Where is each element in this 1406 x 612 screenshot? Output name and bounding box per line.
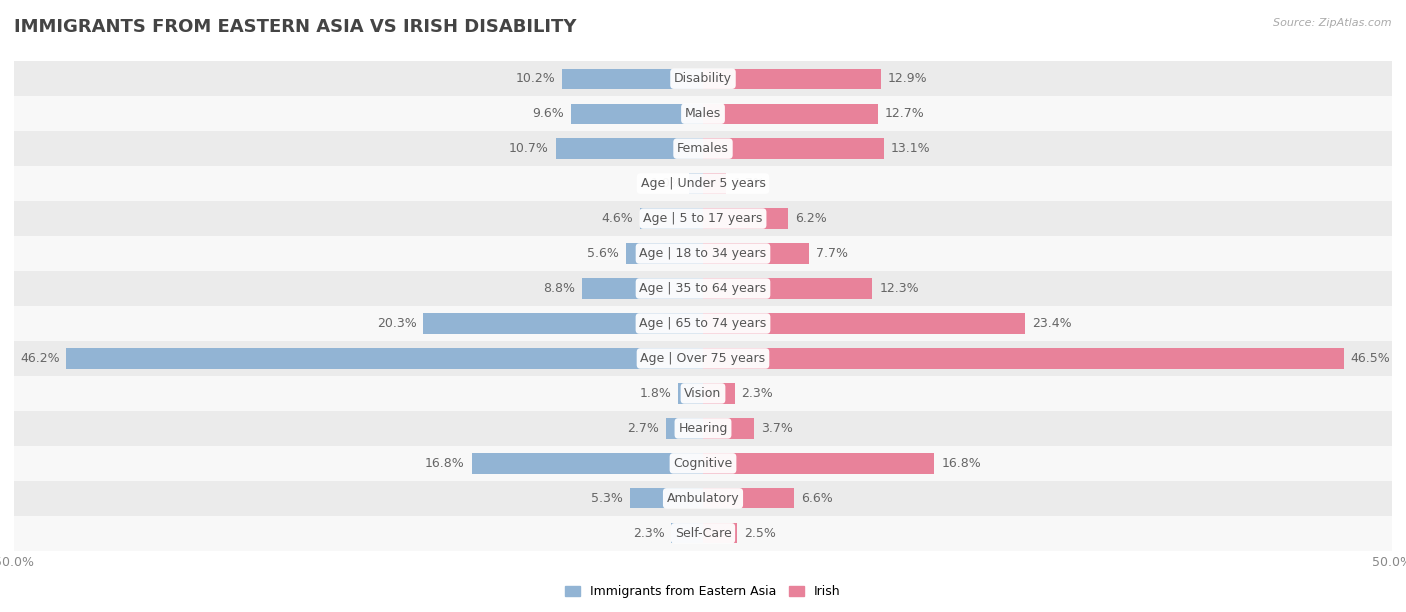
Text: Cognitive: Cognitive [673, 457, 733, 470]
Text: 16.8%: 16.8% [942, 457, 981, 470]
Text: 13.1%: 13.1% [890, 142, 929, 155]
Bar [14, 376, 1392, 411]
Text: 3.7%: 3.7% [761, 422, 793, 435]
Text: 5.6%: 5.6% [588, 247, 619, 260]
Text: Disability: Disability [673, 72, 733, 85]
Bar [678, 383, 703, 403]
Bar [703, 488, 794, 509]
Bar [703, 418, 754, 439]
Bar [703, 278, 873, 299]
Text: 46.5%: 46.5% [1351, 352, 1391, 365]
Text: 46.2%: 46.2% [20, 352, 59, 365]
Text: 2.5%: 2.5% [744, 527, 776, 540]
Text: Ambulatory: Ambulatory [666, 492, 740, 505]
Bar [703, 69, 880, 89]
Text: IMMIGRANTS FROM EASTERN ASIA VS IRISH DISABILITY: IMMIGRANTS FROM EASTERN ASIA VS IRISH DI… [14, 18, 576, 36]
Text: 10.2%: 10.2% [516, 72, 555, 85]
Text: 16.8%: 16.8% [425, 457, 464, 470]
Bar [14, 306, 1392, 341]
Bar [14, 96, 1392, 131]
Legend: Immigrants from Eastern Asia, Irish: Immigrants from Eastern Asia, Irish [560, 580, 846, 603]
Text: 1.0%: 1.0% [651, 177, 682, 190]
Text: 2.3%: 2.3% [741, 387, 773, 400]
Bar [703, 209, 789, 229]
Bar [14, 446, 1392, 481]
Text: Age | 65 to 74 years: Age | 65 to 74 years [640, 317, 766, 330]
Bar [703, 103, 877, 124]
Bar [630, 488, 703, 509]
Text: Females: Females [678, 142, 728, 155]
Bar [14, 411, 1392, 446]
Bar [14, 131, 1392, 166]
Bar [689, 173, 703, 194]
Text: 12.7%: 12.7% [884, 107, 925, 120]
Text: Age | 5 to 17 years: Age | 5 to 17 years [644, 212, 762, 225]
Text: 12.9%: 12.9% [887, 72, 928, 85]
Text: 6.2%: 6.2% [796, 212, 827, 225]
Text: Source: ZipAtlas.com: Source: ZipAtlas.com [1274, 18, 1392, 28]
Bar [671, 523, 703, 543]
Bar [14, 481, 1392, 516]
Bar [571, 103, 703, 124]
Text: 4.6%: 4.6% [600, 212, 633, 225]
Text: 8.8%: 8.8% [543, 282, 575, 295]
Text: Self-Care: Self-Care [675, 527, 731, 540]
Text: 9.6%: 9.6% [531, 107, 564, 120]
Text: Hearing: Hearing [678, 422, 728, 435]
Text: 2.7%: 2.7% [627, 422, 659, 435]
Bar [666, 418, 703, 439]
Bar [703, 244, 808, 264]
Text: 1.7%: 1.7% [734, 177, 765, 190]
Bar [626, 244, 703, 264]
Text: Age | Over 75 years: Age | Over 75 years [641, 352, 765, 365]
Bar [703, 453, 935, 474]
Bar [703, 313, 1025, 334]
Bar [703, 383, 735, 403]
Text: Vision: Vision [685, 387, 721, 400]
Bar [14, 61, 1392, 96]
Text: 5.3%: 5.3% [591, 492, 623, 505]
Bar [66, 348, 703, 368]
Text: Age | 18 to 34 years: Age | 18 to 34 years [640, 247, 766, 260]
Bar [703, 523, 738, 543]
Bar [582, 278, 703, 299]
Text: 23.4%: 23.4% [1032, 317, 1071, 330]
Bar [423, 313, 703, 334]
Bar [703, 138, 883, 159]
Text: 7.7%: 7.7% [815, 247, 848, 260]
Bar [555, 138, 703, 159]
Bar [14, 236, 1392, 271]
Bar [14, 201, 1392, 236]
Text: 1.8%: 1.8% [640, 387, 671, 400]
Bar [471, 453, 703, 474]
Text: 20.3%: 20.3% [377, 317, 416, 330]
Bar [703, 173, 727, 194]
Text: Males: Males [685, 107, 721, 120]
Bar [562, 69, 703, 89]
Bar [640, 209, 703, 229]
Text: Age | 35 to 64 years: Age | 35 to 64 years [640, 282, 766, 295]
Bar [14, 166, 1392, 201]
Bar [703, 348, 1344, 368]
Bar [14, 271, 1392, 306]
Text: 10.7%: 10.7% [509, 142, 548, 155]
Text: 2.3%: 2.3% [633, 527, 665, 540]
Text: 6.6%: 6.6% [801, 492, 832, 505]
Bar [14, 516, 1392, 551]
Text: 12.3%: 12.3% [879, 282, 920, 295]
Text: Age | Under 5 years: Age | Under 5 years [641, 177, 765, 190]
Bar [14, 341, 1392, 376]
